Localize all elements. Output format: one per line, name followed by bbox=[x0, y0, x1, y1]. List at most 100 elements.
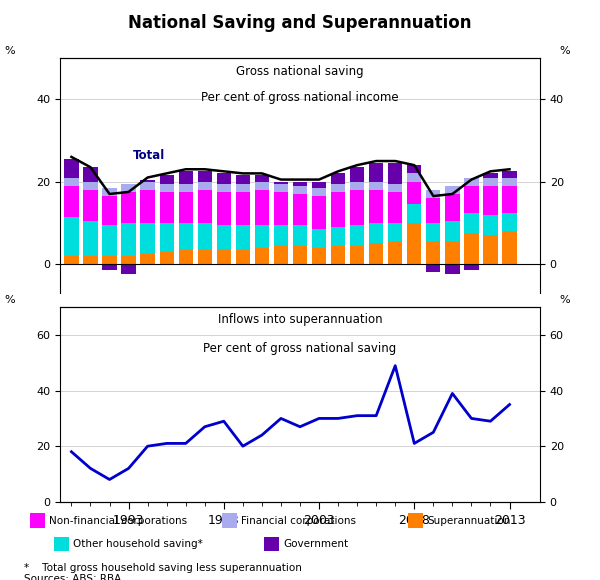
Bar bbox=[255, 182, 269, 190]
Text: Other household saving*: Other household saving* bbox=[73, 539, 203, 549]
Bar bbox=[293, 186, 307, 194]
Bar bbox=[217, 173, 231, 184]
Text: Government: Government bbox=[283, 539, 349, 549]
Bar bbox=[426, 190, 440, 198]
Bar bbox=[140, 254, 155, 264]
Text: %: % bbox=[5, 46, 16, 56]
Bar bbox=[369, 163, 383, 182]
Bar bbox=[160, 223, 174, 252]
Bar bbox=[236, 175, 250, 184]
Bar bbox=[274, 245, 288, 264]
Bar bbox=[407, 223, 421, 264]
Bar bbox=[121, 184, 136, 192]
Bar bbox=[179, 184, 193, 192]
Bar bbox=[312, 248, 326, 264]
Bar bbox=[103, 256, 116, 264]
Bar bbox=[103, 196, 116, 225]
Bar bbox=[236, 192, 250, 225]
Bar bbox=[312, 196, 326, 229]
Bar bbox=[103, 225, 116, 256]
Bar bbox=[274, 184, 288, 192]
Bar bbox=[350, 245, 364, 264]
Bar bbox=[160, 192, 174, 223]
Bar bbox=[312, 229, 326, 248]
Bar bbox=[426, 223, 440, 241]
Bar bbox=[388, 184, 403, 192]
Bar bbox=[293, 194, 307, 225]
Bar bbox=[179, 249, 193, 264]
Bar bbox=[484, 173, 497, 177]
Text: Per cent of gross national saving: Per cent of gross national saving bbox=[203, 342, 397, 356]
Bar bbox=[312, 188, 326, 196]
Bar bbox=[140, 180, 155, 182]
Bar bbox=[217, 184, 231, 192]
Bar bbox=[464, 264, 479, 270]
Bar bbox=[64, 256, 79, 264]
Bar bbox=[502, 212, 517, 231]
Bar bbox=[255, 190, 269, 225]
Bar bbox=[236, 249, 250, 264]
Bar bbox=[484, 177, 497, 186]
Bar bbox=[502, 177, 517, 186]
Bar bbox=[140, 190, 155, 223]
Bar bbox=[217, 192, 231, 225]
Text: Financial corporations: Financial corporations bbox=[241, 516, 356, 526]
Bar bbox=[388, 241, 403, 264]
Bar bbox=[83, 167, 98, 182]
Bar bbox=[484, 235, 497, 264]
Bar bbox=[121, 192, 136, 223]
Bar bbox=[369, 182, 383, 190]
Bar bbox=[140, 223, 155, 254]
Bar bbox=[197, 190, 212, 223]
Bar bbox=[445, 241, 460, 264]
Bar bbox=[197, 249, 212, 264]
Bar bbox=[464, 177, 479, 186]
Bar bbox=[121, 223, 136, 256]
Text: Non-financial corporations: Non-financial corporations bbox=[49, 516, 187, 526]
Bar bbox=[179, 171, 193, 184]
Bar bbox=[407, 182, 421, 204]
Text: %: % bbox=[559, 295, 570, 306]
Bar bbox=[217, 249, 231, 264]
Bar bbox=[217, 225, 231, 249]
Bar bbox=[160, 252, 174, 264]
Text: %: % bbox=[559, 46, 570, 56]
Text: Inflows into superannuation: Inflows into superannuation bbox=[218, 313, 382, 326]
Bar bbox=[331, 227, 345, 245]
Text: *    Total gross household saving less superannuation: * Total gross household saving less supe… bbox=[24, 563, 302, 572]
Bar bbox=[179, 192, 193, 223]
Text: Gross national saving: Gross national saving bbox=[236, 65, 364, 78]
Bar bbox=[407, 204, 421, 223]
Bar bbox=[83, 182, 98, 190]
Bar bbox=[274, 182, 288, 184]
Bar bbox=[274, 225, 288, 245]
Text: %: % bbox=[5, 295, 16, 306]
Bar bbox=[83, 190, 98, 221]
Bar bbox=[502, 171, 517, 177]
Text: National Saving and Superannuation: National Saving and Superannuation bbox=[128, 14, 472, 32]
Bar bbox=[445, 186, 460, 194]
Bar bbox=[388, 192, 403, 223]
Text: Per cent of gross national income: Per cent of gross national income bbox=[201, 91, 399, 104]
Bar bbox=[64, 177, 79, 186]
Bar bbox=[502, 231, 517, 264]
Bar bbox=[160, 184, 174, 192]
Bar bbox=[293, 245, 307, 264]
Bar bbox=[103, 264, 116, 270]
Bar bbox=[331, 184, 345, 192]
Bar bbox=[197, 171, 212, 182]
Bar bbox=[331, 173, 345, 184]
Bar bbox=[64, 186, 79, 217]
Text: Superannuation: Superannuation bbox=[427, 516, 511, 526]
Text: Sources: ABS; RBA: Sources: ABS; RBA bbox=[24, 574, 121, 580]
Bar bbox=[255, 248, 269, 264]
Bar bbox=[502, 186, 517, 212]
Bar bbox=[426, 241, 440, 264]
Bar bbox=[331, 192, 345, 227]
Bar bbox=[179, 223, 193, 249]
Bar bbox=[121, 264, 136, 274]
Bar bbox=[274, 192, 288, 225]
Bar bbox=[197, 182, 212, 190]
Bar bbox=[350, 182, 364, 190]
Bar bbox=[160, 175, 174, 184]
